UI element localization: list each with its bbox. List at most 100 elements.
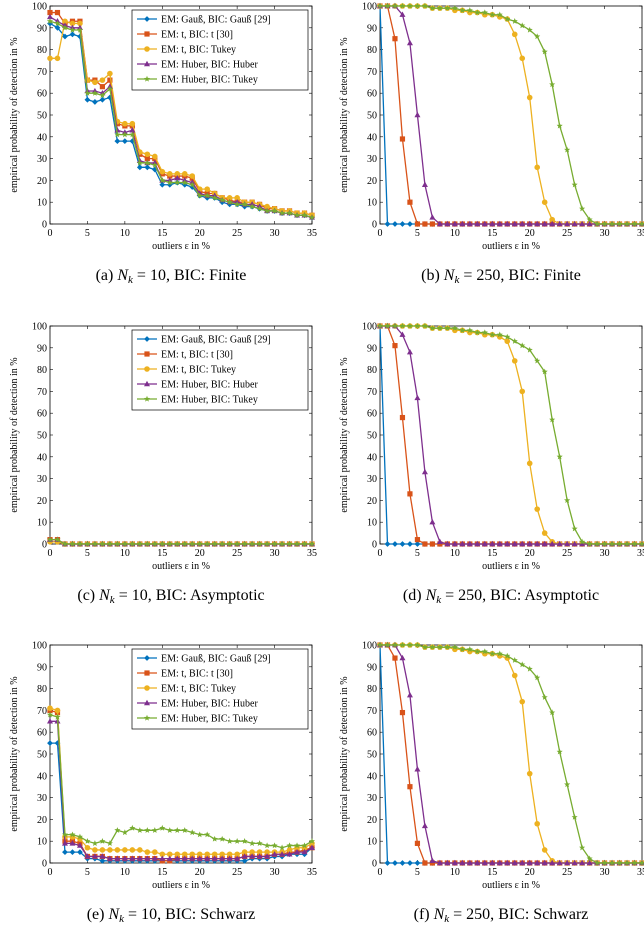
data-point: [564, 497, 571, 503]
data-point: [519, 859, 526, 866]
data-point: [234, 195, 240, 201]
data-point: [489, 650, 496, 657]
x-tick-label: 15: [157, 548, 167, 559]
data-point: [286, 851, 293, 857]
x-tick-label: 20: [525, 548, 535, 559]
caption-n-value: = 10,: [124, 906, 165, 923]
data-point: [107, 70, 113, 77]
data-point: [451, 324, 458, 331]
x-tick-label: 30: [270, 548, 280, 559]
data-point: [406, 348, 413, 355]
data-point: [436, 220, 443, 227]
data-point: [451, 643, 458, 650]
data-point: [511, 672, 518, 679]
data-point: [189, 829, 196, 836]
legend: EM: Gauß, BIC: Gauß [29] EM: t, BIC: t [3…: [131, 648, 309, 730]
data-point: [84, 853, 91, 859]
data-point: [226, 851, 233, 858]
data-point: [534, 220, 541, 227]
data-point: [556, 453, 563, 460]
series-line: [380, 644, 642, 864]
caption-label: (e): [87, 906, 109, 923]
panel-caption: (d) Nk = 250, BIC: Asymptotic: [403, 587, 599, 606]
legend-marker: [144, 699, 150, 706]
series-hubertukey: [376, 2, 644, 227]
y-axis-label: empirical probability of detection in %: [9, 37, 20, 192]
data-point: [399, 2, 406, 9]
x-axis-label: outliers ε in %: [482, 880, 540, 891]
data-point: [384, 221, 391, 227]
data-point: [459, 646, 466, 652]
data-point: [106, 855, 113, 861]
data-point: [166, 181, 173, 188]
data-point: [541, 368, 548, 375]
data-point: [384, 541, 391, 547]
data-point: [638, 859, 644, 866]
data-point: [174, 855, 181, 861]
x-tick-label: 15: [487, 548, 497, 559]
data-point: [174, 540, 181, 547]
x-tick-label: 35: [637, 228, 644, 239]
data-point: [481, 220, 488, 227]
data-point: [519, 342, 526, 349]
data-point: [526, 94, 533, 101]
legend-entry: EM: Huber, BIC: Tukey: [161, 714, 258, 725]
x-tick-label: 15: [157, 867, 167, 878]
caption-label: (f): [414, 906, 434, 923]
data-point: [234, 838, 241, 844]
data-point: [92, 99, 98, 105]
legend-entry: EM: Huber, BIC: Huber: [161, 60, 258, 71]
caption-n-subscript: k: [119, 913, 125, 925]
data-point: [121, 855, 128, 861]
caption-n-value: = 10,: [115, 587, 156, 604]
data-point: [504, 15, 511, 22]
data-point: [219, 540, 226, 547]
data-point: [47, 9, 53, 16]
y-tick-label: 100: [362, 641, 377, 652]
caption-n-subscript: k: [454, 274, 460, 286]
data-point: [556, 859, 563, 866]
x-tick-label: 10: [450, 867, 460, 878]
data-point: [84, 540, 91, 547]
legend-marker: [144, 46, 150, 52]
data-point: [54, 536, 61, 543]
data-point: [631, 540, 638, 547]
x-tick-label: 30: [270, 228, 280, 239]
data-point: [234, 540, 241, 547]
series-line: [379, 644, 642, 864]
data-point: [616, 540, 623, 547]
data-point: [421, 643, 428, 650]
data-point: [519, 388, 526, 395]
data-point: [526, 859, 533, 866]
data-point: [279, 844, 286, 851]
x-tick-label: 5: [415, 548, 420, 559]
data-point: [556, 122, 563, 129]
data-point: [421, 468, 428, 475]
y-tick-label: 0: [42, 859, 47, 870]
x-tick-label: 5: [415, 867, 420, 878]
data-point: [429, 643, 436, 650]
data-point: [549, 216, 555, 223]
data-point: [511, 657, 518, 663]
data-point: [481, 540, 488, 547]
data-point: [511, 31, 518, 38]
legend-entry: EM: Huber, BIC: Huber: [161, 380, 258, 391]
legend-marker: [144, 366, 150, 372]
data-point: [114, 127, 121, 133]
series-tukey: [47, 705, 315, 858]
series-huber: [377, 322, 644, 547]
data-point: [249, 853, 256, 859]
x-axis-label: outliers ε in %: [152, 561, 210, 572]
y-tick-label: 60: [367, 409, 377, 420]
series-line: [49, 707, 313, 855]
data-point: [54, 24, 61, 31]
legend-marker: [144, 380, 150, 387]
data-point: [271, 842, 278, 849]
caption-n-subscript: k: [436, 594, 442, 606]
data-point: [181, 540, 188, 547]
data-point: [489, 859, 496, 866]
data-point: [54, 9, 61, 16]
data-point: [571, 540, 578, 547]
series-huber: [377, 2, 644, 227]
data-point: [241, 853, 248, 859]
